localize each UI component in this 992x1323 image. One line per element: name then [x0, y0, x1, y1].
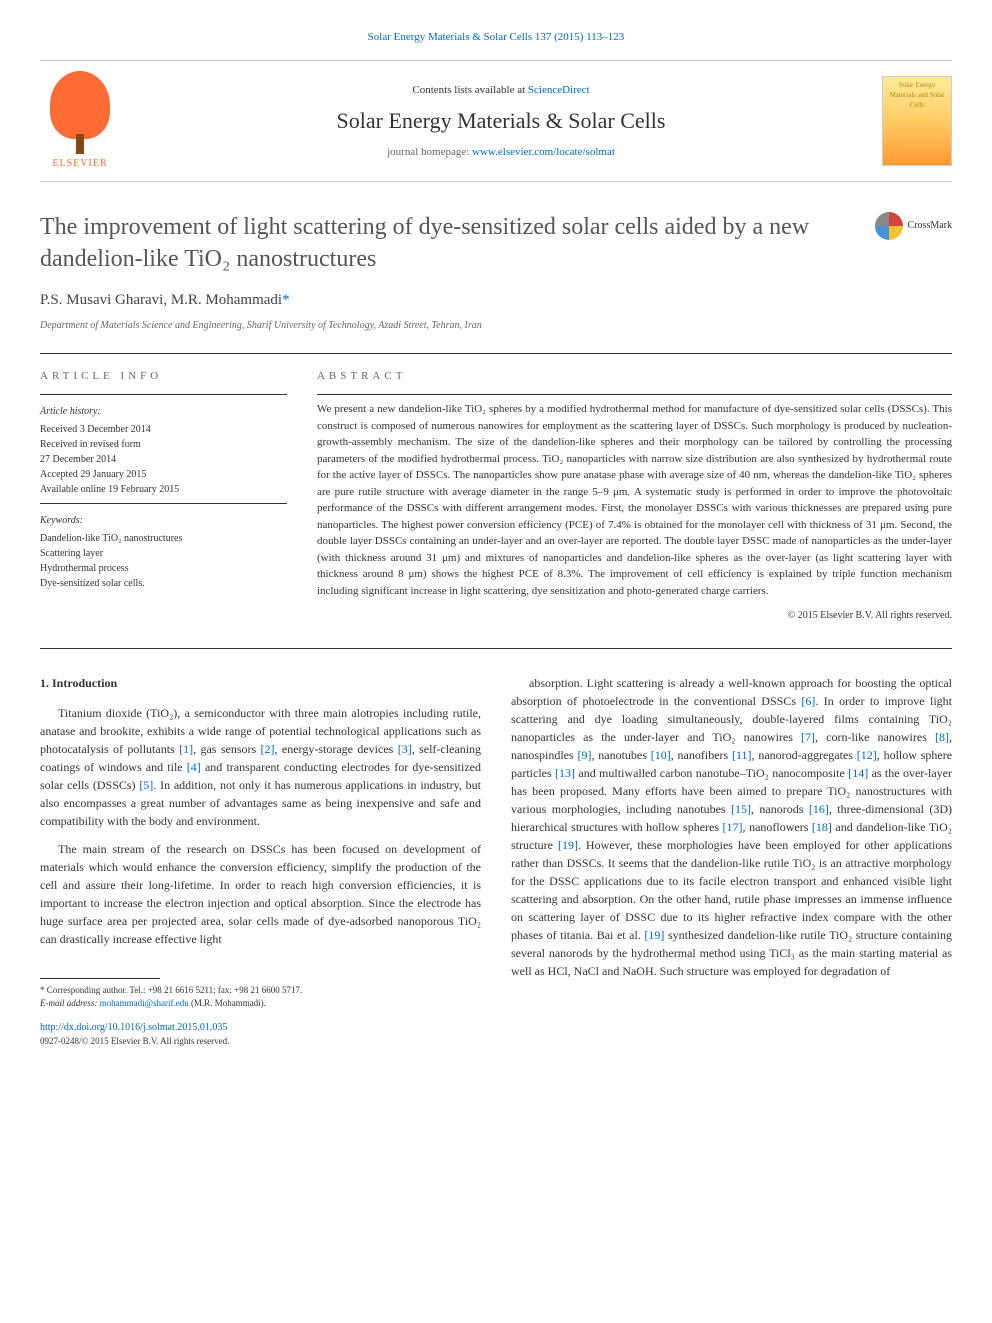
info-divider — [40, 503, 287, 504]
crossmark-icon — [875, 212, 903, 240]
keyword: Dye-sensitized solar cells. — [40, 576, 287, 591]
abstract-copyright: © 2015 Elsevier B.V. All rights reserved… — [317, 609, 952, 623]
email-link[interactable]: mohammadi@sharif.edu — [100, 998, 189, 1008]
keyword: Scattering layer — [40, 546, 287, 561]
article-info: ARTICLE INFO Article history: Received 3… — [40, 369, 287, 623]
journal-banner: ELSEVIER Contents lists available at Sci… — [40, 60, 952, 182]
body-paragraph: Titanium dioxide (TiO₂), a semiconductor… — [40, 704, 481, 830]
journal-cover-thumbnail: Solar Energy Materials and Solar Cells — [882, 76, 952, 166]
section-divider — [40, 353, 952, 354]
affiliation: Department of Materials Science and Engi… — [40, 319, 952, 333]
journal-title: Solar Energy Materials & Solar Cells — [120, 106, 882, 137]
doi-line: http://dx.doi.org/10.1016/j.solmat.2015.… — [40, 1021, 481, 1035]
authors: P.S. Musavi Gharavi, M.R. Mohammadi* — [40, 290, 952, 311]
keyword: Hydrothermal process — [40, 561, 287, 576]
sciencedirect-link[interactable]: ScienceDirect — [528, 84, 590, 96]
info-heading: ARTICLE INFO — [40, 369, 287, 384]
crossmark-label: CrossMark — [908, 219, 952, 233]
history-line: Accepted 29 January 2015 — [40, 467, 287, 482]
keyword: Dandelion-like TiO₂ nanostructures — [40, 531, 287, 546]
left-column: 1. Introduction Titanium dioxide (TiO₂),… — [40, 674, 481, 1048]
abstract-heading: ABSTRACT — [317, 369, 952, 384]
body-paragraph: The main stream of the research on DSSCs… — [40, 840, 481, 948]
article-header: CrossMark The improvement of light scatt… — [40, 212, 952, 332]
abstract: ABSTRACT We present a new dandelion-like… — [317, 369, 952, 623]
abstract-divider — [317, 394, 952, 395]
history-line: 27 December 2014 — [40, 452, 287, 467]
history-line: Received in revised form — [40, 437, 287, 452]
doi-link[interactable]: http://dx.doi.org/10.1016/j.solmat.2015.… — [40, 1022, 227, 1033]
keywords-label: Keywords: — [40, 514, 287, 528]
history-label: Article history: — [40, 405, 287, 419]
journal-homepage: journal homepage: www.elsevier.com/locat… — [120, 145, 882, 160]
history-line: Received 3 December 2014 — [40, 422, 287, 437]
contents-line: Contents lists available at ScienceDirec… — [120, 83, 882, 98]
history-line: Available online 19 February 2015 — [40, 482, 287, 497]
section-title: 1. Introduction — [40, 674, 481, 692]
article-title: The improvement of light scattering of d… — [40, 212, 952, 274]
corresponding-author: * Corresponding author. Tel.: +98 21 661… — [40, 984, 481, 997]
running-header: Solar Energy Materials & Solar Cells 137… — [40, 30, 952, 45]
elsevier-tree-icon — [50, 71, 110, 139]
banner-center: Contents lists available at ScienceDirec… — [120, 83, 882, 161]
issn-line: 0927-0248/© 2015 Elsevier B.V. All right… — [40, 1035, 481, 1048]
header-journal-link[interactable]: Solar Energy Materials & Solar Cells 137… — [368, 31, 625, 43]
right-column: absorption. Light scattering is already … — [511, 674, 952, 1048]
elsevier-logo: ELSEVIER — [40, 71, 120, 171]
info-divider — [40, 394, 287, 395]
info-abstract-row: ARTICLE INFO Article history: Received 3… — [40, 369, 952, 623]
corresponding-mark[interactable]: * — [282, 292, 290, 308]
crossmark-badge[interactable]: CrossMark — [875, 212, 952, 240]
section-divider — [40, 648, 952, 649]
abstract-text: We present a new dandelion-like TiO₂ sph… — [317, 401, 952, 599]
journal-homepage-link[interactable]: www.elsevier.com/locate/solmat — [472, 146, 615, 158]
footer-divider — [40, 978, 160, 979]
corresponding-footer: * Corresponding author. Tel.: +98 21 661… — [40, 978, 481, 1048]
elsevier-label: ELSEVIER — [52, 157, 107, 171]
body-paragraph: absorption. Light scattering is already … — [511, 674, 952, 980]
corresponding-email-line: E-mail address: mohammadi@sharif.edu (M.… — [40, 997, 481, 1010]
body-columns: 1. Introduction Titanium dioxide (TiO₂),… — [40, 674, 952, 1048]
